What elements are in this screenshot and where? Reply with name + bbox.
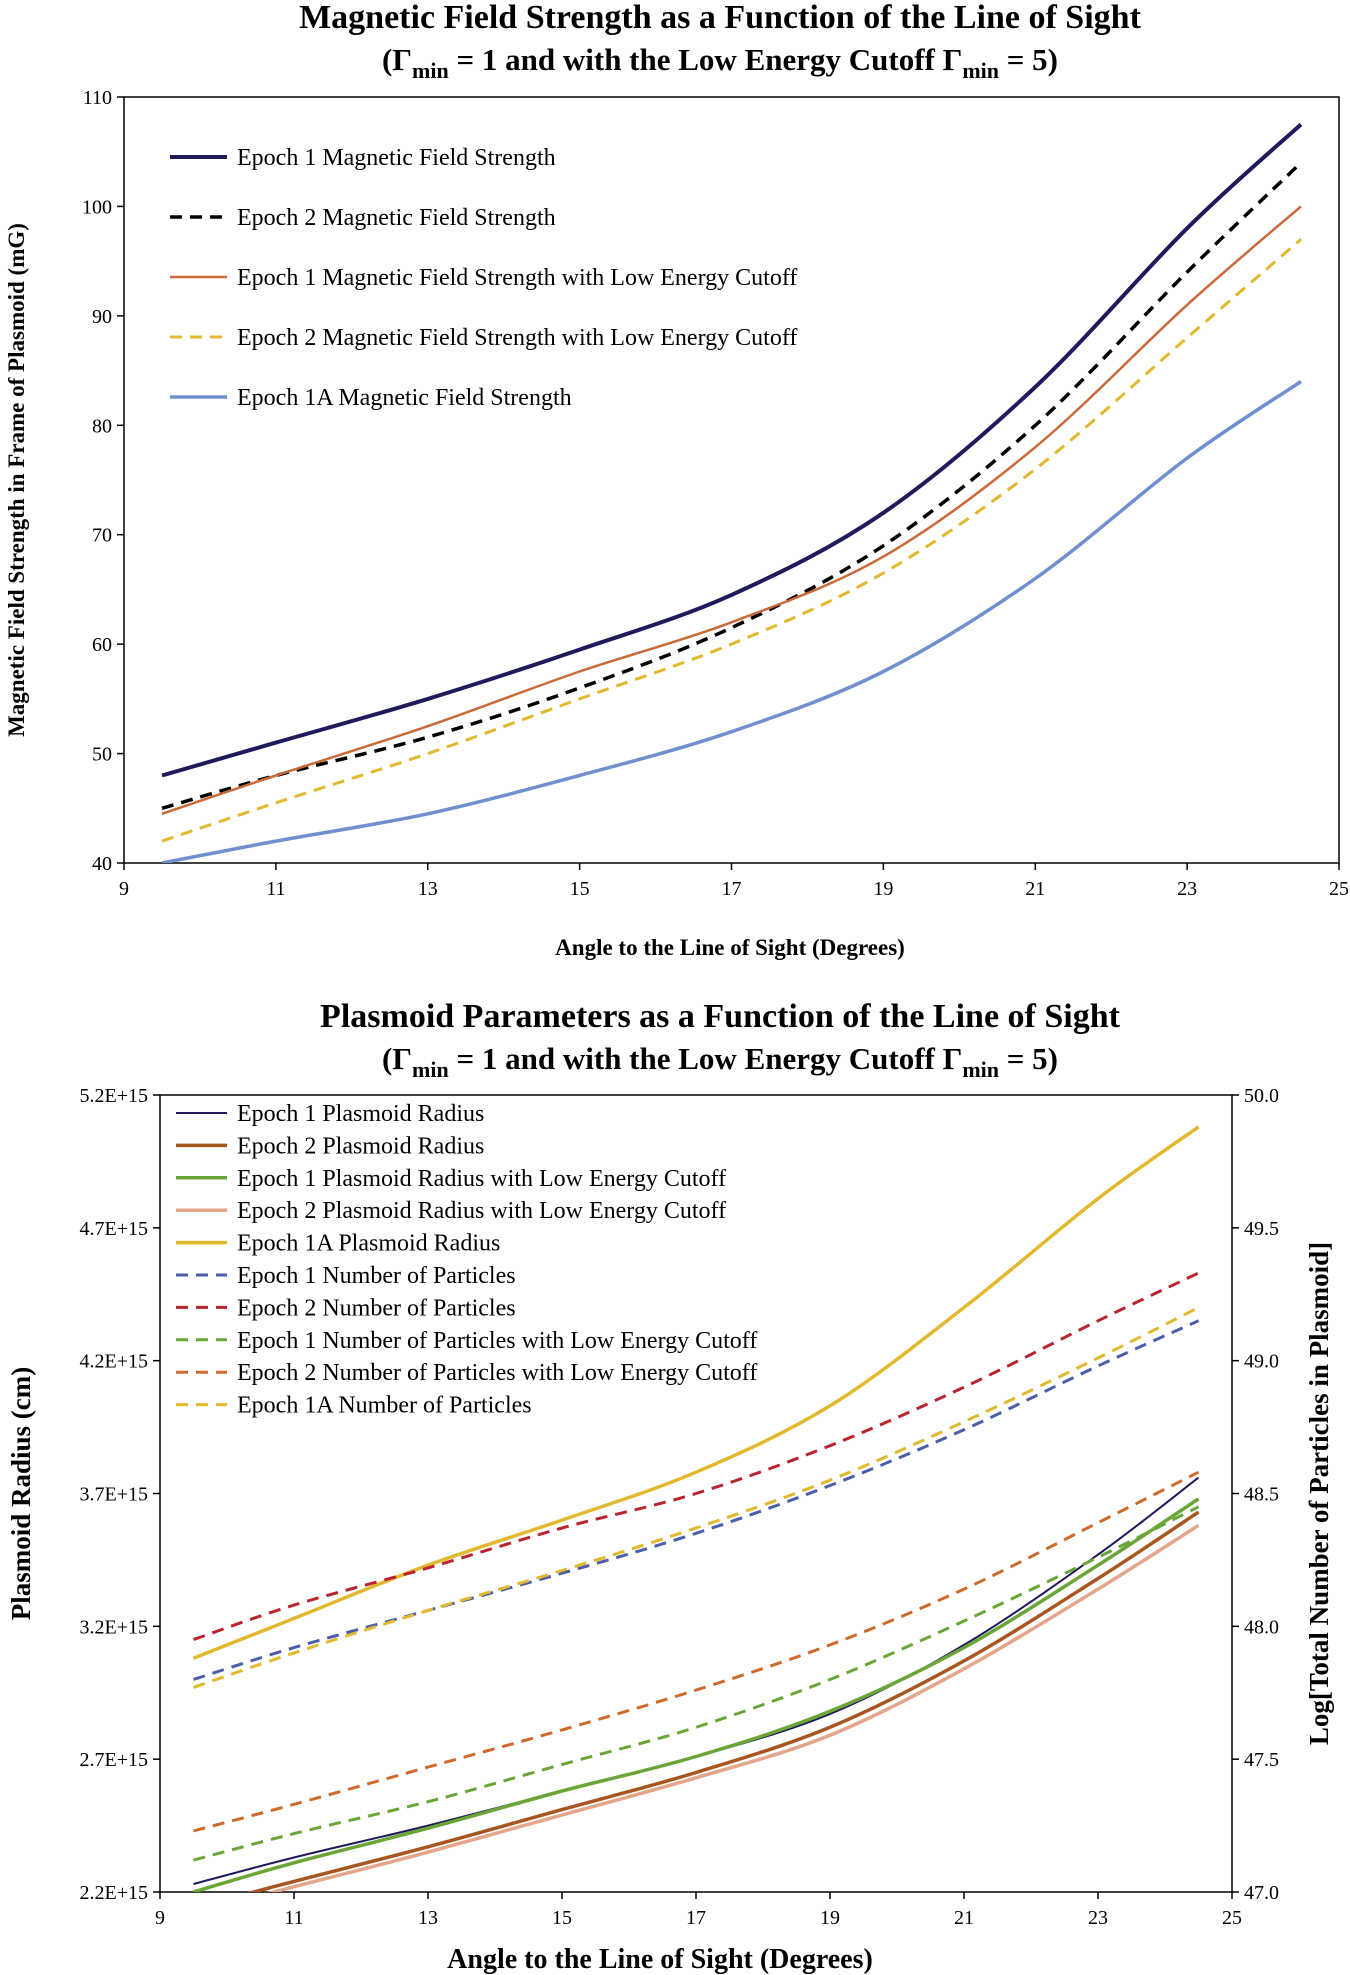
legend-label: Epoch 2 Magnetic Field Strength with Low… — [237, 325, 797, 351]
x-tick-label: 17 — [722, 878, 742, 900]
chart-title: Plasmoid Parameters as a Function of the… — [320, 998, 1121, 1035]
y2-tick-label: 48.0 — [1244, 1616, 1279, 1638]
series-line — [193, 1505, 1200, 1862]
y2-tick-label: 48.5 — [1244, 1484, 1279, 1506]
x-tick-label: 25 — [1222, 1907, 1242, 1929]
y2-tick-label: 47.5 — [1244, 1749, 1279, 1771]
y2-axis-title: Log[Total Number of Particles in Plasmoi… — [1304, 1242, 1334, 1745]
x-tick-label: 11 — [284, 1907, 303, 1929]
x-tick-label: 21 — [1025, 878, 1045, 900]
y-tick-label: 60 — [92, 634, 112, 656]
legend-label: Epoch 2 Plasmoid Radius — [237, 1133, 484, 1159]
legend-label: Epoch 1 Magnetic Field Strength — [237, 145, 556, 171]
x-axis-title: Angle to the Line of Sight (Degrees) — [555, 935, 905, 960]
series-line — [266, 1523, 1200, 1892]
x-tick-label: 15 — [552, 1907, 572, 1929]
y-tick-label: 4.2E+15 — [80, 1351, 149, 1373]
series-line — [193, 1476, 1200, 1885]
legend-label: Epoch 1 Plasmoid Radius — [237, 1101, 484, 1127]
series-group — [161, 122, 1303, 863]
x-tick-label: 13 — [418, 878, 438, 900]
legend-label: Epoch 1 Number of Particles with Low Ene… — [237, 1328, 757, 1354]
x-tick-label: 21 — [954, 1907, 974, 1929]
x-tick-label: 19 — [873, 878, 893, 900]
series-line — [246, 1510, 1200, 1892]
chart-subtitle-part: (Γ — [382, 42, 412, 77]
x-tick-label: 25 — [1329, 878, 1349, 900]
y-tick-label: 5.2E+15 — [80, 1085, 149, 1107]
legend-label: Epoch 1 Plasmoid Radius with Low Energy … — [237, 1166, 726, 1192]
x-tick-label: 19 — [820, 1907, 840, 1929]
y-tick-label: 40 — [92, 853, 112, 875]
chart-subtitle: (Γmin = 1 and with the Low Energy Cutoff… — [382, 1041, 1058, 1082]
series-line — [161, 122, 1303, 778]
series-line — [193, 1470, 1200, 1833]
y-tick-label: 3.2E+15 — [80, 1616, 149, 1638]
series-line — [161, 161, 1303, 810]
x-axis-title: Angle to the Line of Sight (Degrees) — [447, 1944, 873, 1975]
series-line — [193, 1497, 1200, 1892]
legend-label: Epoch 2 Plasmoid Radius with Low Energy … — [237, 1198, 726, 1224]
magnetic-field-chart: Magnetic Field Strength as a Function of… — [4, 0, 1349, 960]
series-line — [193, 1319, 1200, 1681]
chart-subtitle: (Γmin = 1 and with the Low Energy Cutoff… — [382, 42, 1058, 83]
legend-label: Epoch 1A Plasmoid Radius — [237, 1231, 500, 1257]
legend-label: Epoch 2 Number of Particles — [237, 1295, 516, 1321]
legend-label: Epoch 2 Magnetic Field Strength — [237, 205, 556, 231]
series-group — [192, 1125, 1200, 1892]
series-line — [193, 1306, 1200, 1689]
chart-subtitle-part: = 1 and with the Low Energy Cutoff Γ — [449, 1041, 963, 1076]
chart-subtitle-part: = 5) — [999, 1041, 1058, 1076]
x-tick-label: 17 — [686, 1907, 706, 1929]
x-tick-label: 9 — [155, 1907, 165, 1929]
chart-subtitle-part: (Γ — [382, 1041, 412, 1076]
chart-subtitle-sub: min — [962, 58, 999, 83]
y-tick-label: 3.7E+15 — [80, 1484, 149, 1506]
y-tick-label: 50 — [92, 744, 112, 766]
y2-tick-label: 50.0 — [1244, 1085, 1279, 1107]
y-tick-label: 4.7E+15 — [80, 1218, 149, 1240]
y-tick-label: 90 — [92, 306, 112, 328]
chart-title: Magnetic Field Strength as a Function of… — [299, 0, 1141, 36]
x-tick-label: 23 — [1088, 1907, 1108, 1929]
chart-subtitle-sub: min — [412, 1057, 449, 1082]
y-tick-label: 80 — [92, 415, 112, 437]
legend-label: Epoch 1A Number of Particles — [237, 1393, 532, 1419]
series-line — [161, 238, 1302, 843]
chart-subtitle-sub: min — [962, 1057, 999, 1082]
y-axis-title: Plasmoid Radius (cm) — [6, 1367, 36, 1621]
chart-subtitle-part: = 5) — [999, 42, 1058, 77]
legend-label: Epoch 1 Magnetic Field Strength with Low… — [237, 265, 797, 291]
series-line — [193, 1271, 1200, 1642]
y-tick-label: 70 — [92, 525, 112, 547]
plasmoid-parameters-chart: Plasmoid Parameters as a Function of the… — [6, 998, 1334, 1975]
legend-label: Epoch 1 Number of Particles — [237, 1263, 516, 1289]
y2-tick-label: 49.0 — [1244, 1351, 1279, 1373]
y-tick-label: 2.2E+15 — [80, 1882, 149, 1904]
series-line — [161, 205, 1302, 815]
y-axis-title: Magnetic Field Strength in Frame of Plas… — [4, 223, 29, 737]
chart-subtitle-sub: min — [412, 58, 449, 83]
y-tick-label: 2.7E+15 — [80, 1749, 149, 1771]
y-tick-label: 110 — [83, 87, 112, 109]
legend-label: Epoch 1A Magnetic Field Strength — [237, 385, 572, 411]
x-tick-label: 23 — [1177, 878, 1197, 900]
x-tick-label: 9 — [119, 878, 129, 900]
x-tick-label: 15 — [570, 878, 590, 900]
y2-tick-label: 49.5 — [1244, 1218, 1279, 1240]
x-tick-label: 11 — [266, 878, 285, 900]
y-tick-label: 100 — [82, 196, 112, 218]
y2-tick-label: 47.0 — [1244, 1882, 1279, 1904]
x-tick-label: 13 — [418, 1907, 438, 1929]
legend-label: Epoch 2 Number of Particles with Low Ene… — [237, 1360, 757, 1386]
series-line — [192, 1125, 1200, 1660]
chart-subtitle-part: = 1 and with the Low Energy Cutoff Γ — [449, 42, 963, 77]
series-line — [161, 380, 1302, 863]
